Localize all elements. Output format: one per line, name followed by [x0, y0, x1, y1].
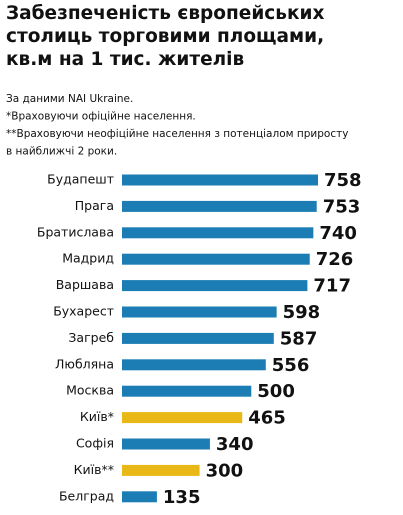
- category-label: Братислава: [37, 224, 114, 239]
- note: За даними NAI Ukraine.: [6, 93, 133, 105]
- category-label: Київ**: [74, 462, 114, 477]
- value-label: 726: [316, 249, 354, 270]
- bar: [122, 438, 210, 450]
- value-label: 135: [163, 487, 201, 508]
- bar: [122, 174, 318, 186]
- value-label: 758: [324, 170, 362, 191]
- value-label: 340: [216, 434, 254, 455]
- note: в найближчі 2 роки.: [6, 146, 117, 158]
- bar: [122, 253, 310, 265]
- value-label: 300: [206, 460, 244, 481]
- bar: [122, 412, 243, 424]
- bar: [122, 200, 317, 212]
- bar: [122, 280, 308, 292]
- value-label: 500: [257, 381, 295, 402]
- bar: [122, 491, 157, 503]
- value-label: 465: [248, 408, 286, 429]
- category-label: Загреб: [68, 330, 114, 345]
- value-label: 740: [319, 223, 357, 244]
- category-label: Київ*: [80, 409, 114, 424]
- bar: [122, 306, 277, 318]
- category-label: Будапешт: [47, 172, 114, 187]
- value-label: 598: [283, 302, 321, 323]
- value-label: 717: [313, 276, 351, 297]
- category-label: Софія: [76, 436, 114, 451]
- value-label: 587: [280, 328, 318, 349]
- bar: [122, 227, 314, 239]
- category-label: Прага: [75, 198, 114, 213]
- category-label: Москва: [66, 383, 114, 398]
- chart-title: кв.м на 1 тис. жителів: [6, 49, 244, 70]
- bar: [122, 464, 200, 476]
- category-label: Белград: [59, 488, 114, 503]
- bar: [122, 332, 274, 344]
- chart-title: Забезпеченість європейських: [6, 3, 324, 24]
- value-label: 753: [323, 196, 361, 217]
- category-label: Любляна: [55, 356, 114, 371]
- note: *Враховуючи офіційне населення.: [6, 111, 196, 123]
- chart-title: столиць торговими площами,: [6, 26, 324, 47]
- category-label: Мадрид: [62, 251, 114, 266]
- note: **Враховуючи неофіційне населення з поте…: [6, 128, 348, 140]
- category-label: Варшава: [56, 277, 114, 292]
- bar: [122, 359, 266, 371]
- value-label: 556: [272, 355, 310, 376]
- category-label: Бухарест: [53, 304, 114, 319]
- bar: [122, 385, 252, 397]
